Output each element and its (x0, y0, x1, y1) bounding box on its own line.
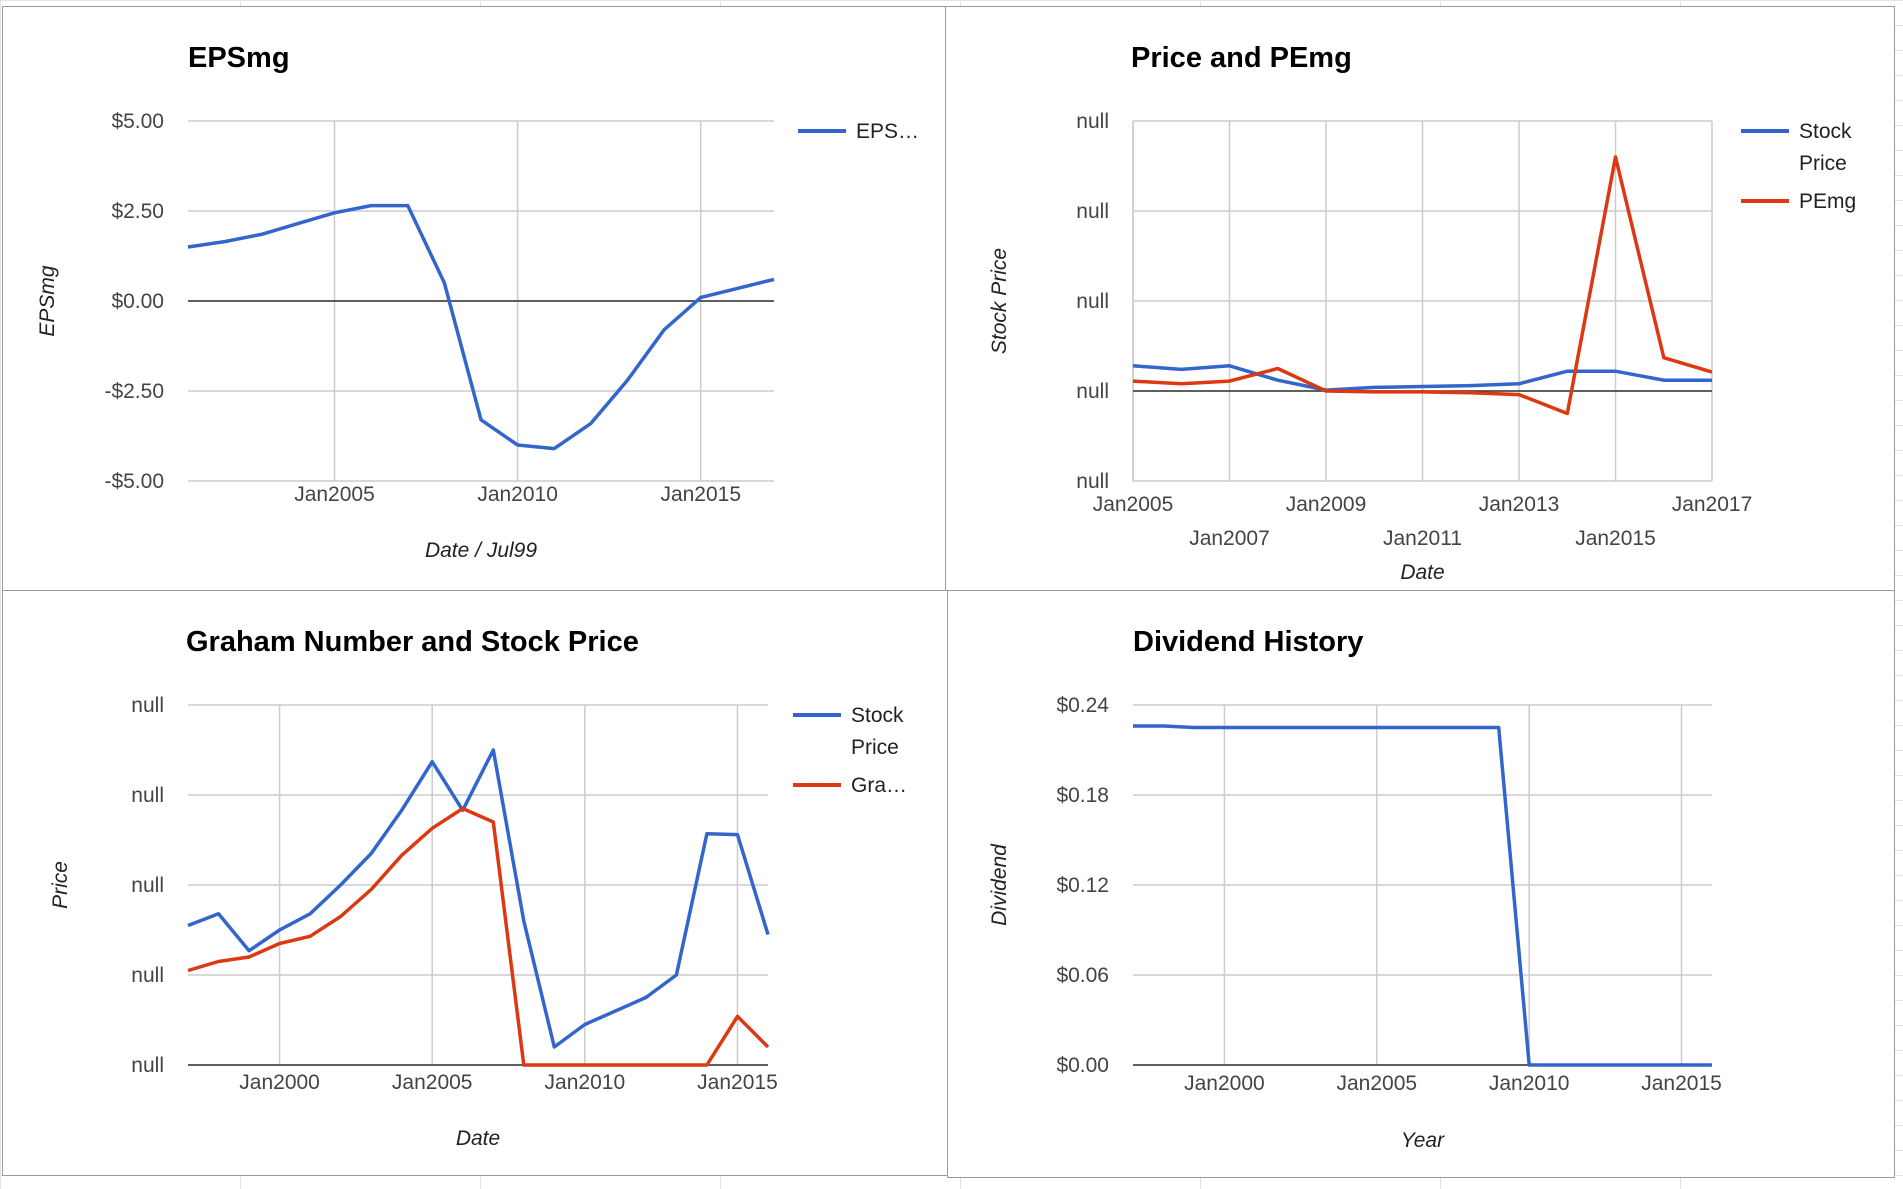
y-tick-label: $0.12 (1056, 874, 1109, 897)
chart-svg: Price and PEmgnullnullnullnullnullJan200… (988, 42, 1856, 584)
chart-title: Graham Number and Stock Price (186, 626, 639, 658)
legend-label: PEmg (1799, 190, 1856, 213)
y-axis-title: EPSmg (36, 265, 59, 337)
legend-label: Price (1799, 152, 1847, 175)
x-axis-title: Year (1401, 1129, 1445, 1152)
y-tick-label: $0.06 (1056, 964, 1109, 987)
y-tick-label: null (1076, 470, 1109, 493)
legend-label: Gra… (851, 774, 907, 797)
x-axis-title: Date (1400, 561, 1444, 584)
x-axis-title: Date / Jul99 (425, 539, 537, 562)
y-tick-label: null (1076, 110, 1109, 133)
x-axis-title: Date (456, 1127, 500, 1150)
chart-panel-graham: Graham Number and Stock Price null null nul… (2, 590, 948, 1176)
x-tick-label: Jan2007 (1189, 527, 1270, 550)
x-tick-label: Jan2015 (660, 483, 741, 506)
legend-label: Stock (1799, 120, 1852, 143)
x-tick-label: Jan2005 (1337, 1072, 1418, 1095)
x-tick-label: Jan2009 (1286, 493, 1367, 516)
legend-label: Stock (851, 704, 904, 727)
chart-title: EPSmg (188, 42, 290, 74)
chart-panel-epsmg: EPSmg $5.00 $2.50 $0.00 -$2.50 -$5.00 Jan2005 J… (2, 6, 948, 592)
chart-panel-price-pemg: Price and PEmg null null null null null Jan200… (945, 6, 1895, 592)
x-tick-label: Jan2000 (1184, 1072, 1265, 1095)
y-tick-label: null (131, 694, 164, 717)
y-tick-label: -$5.00 (104, 470, 164, 493)
chart-panel-dividend: Dividend History $0.24 $0.18 $0.12 $0.06 $0.0… (947, 590, 1895, 1178)
x-tick-label: Jan2005 (1093, 493, 1174, 516)
x-tick-label: Jan2017 (1672, 493, 1753, 516)
y-tick-label: $5.00 (111, 110, 164, 133)
chart-title: Dividend History (1133, 626, 1363, 658)
y-axis-title: Dividend (988, 843, 1011, 926)
y-tick-label: null (131, 874, 164, 897)
y-tick-label: $0.18 (1056, 784, 1109, 807)
y-tick-label: $2.50 (111, 200, 164, 223)
chart-svg: Dividend History $0.24 $0.18 $0.12 $0.06 $0.0… (988, 626, 1722, 1152)
y-tick-label: null (1076, 290, 1109, 313)
y-tick-label: $0.24 (1056, 694, 1109, 717)
x-tick-label: Jan2011 (1383, 527, 1462, 550)
x-tick-label: Jan2015 (697, 1071, 778, 1094)
chart-svg: EPSmg $5.00 $2.50 $0.00 -$2.50 -$5.00 Jan2005 J… (36, 42, 919, 562)
y-tick-label: $0.00 (111, 290, 164, 313)
x-tick-label: Jan2010 (477, 483, 558, 506)
y-axis-title: Stock Price (988, 248, 1011, 354)
x-tick-label: Jan2015 (1575, 527, 1656, 550)
x-tick-label: Jan2013 (1479, 493, 1560, 516)
chart-title: Price and PEmg (1131, 42, 1352, 74)
y-tick-label: -$2.50 (104, 380, 164, 403)
x-tick-label: Jan2015 (1641, 1072, 1722, 1095)
series-line (1132, 364, 1712, 392)
chart-svg: Graham Number and Stock Price null null nul… (49, 626, 907, 1150)
x-tick-label: Jan2010 (1489, 1072, 1570, 1095)
y-tick-label: null (131, 784, 164, 807)
series-line (1133, 724, 1712, 1067)
series-line (187, 806, 770, 1067)
legend-label: Price (851, 736, 899, 759)
x-tick-label: Jan2000 (239, 1071, 320, 1094)
y-tick-label: null (131, 1054, 164, 1077)
x-tick-label: Jan2010 (545, 1071, 626, 1094)
y-tick-label: null (131, 964, 164, 987)
y-tick-label: null (1076, 200, 1109, 223)
series-line (187, 748, 770, 1049)
y-axis-title: Price (49, 861, 72, 909)
y-tick-label: null (1076, 380, 1109, 403)
legend-label: EPS… (856, 120, 919, 143)
series-line (187, 203, 775, 451)
series-line (1132, 155, 1713, 416)
y-tick-label: $0.00 (1056, 1054, 1109, 1077)
x-tick-label: Jan2005 (392, 1071, 473, 1094)
x-tick-label: Jan2005 (294, 483, 375, 506)
